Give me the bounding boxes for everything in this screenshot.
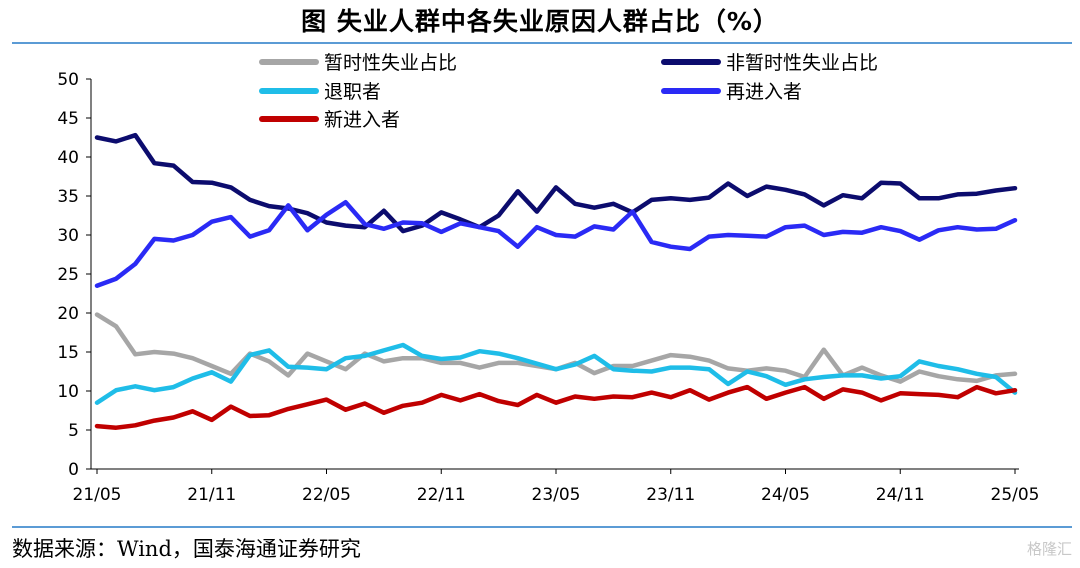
x-tick-label: 21/05 bbox=[73, 485, 122, 505]
series-line-0 bbox=[94, 312, 1018, 384]
y-tick-label: 5 bbox=[68, 421, 79, 441]
x-tick-label: 23/05 bbox=[532, 485, 581, 505]
x-tick-label: 24/11 bbox=[876, 485, 925, 505]
x-tick-label: 21/11 bbox=[187, 485, 236, 505]
y-axis-ticks: 0 5 10 15 20 25 30 35 40 45 50 bbox=[57, 70, 91, 480]
x-tick-label: 22/05 bbox=[302, 485, 351, 505]
x-tick-label: 23/11 bbox=[646, 485, 695, 505]
watermark-logo: 格隆汇 bbox=[1026, 540, 1072, 558]
chart-title: 图 失业人群中各失业原因人群占比（%） bbox=[301, 7, 779, 36]
legend-label: 非暂时性失业占比 bbox=[726, 52, 878, 74]
y-tick-label: 20 bbox=[57, 304, 79, 324]
chart-axes bbox=[90, 79, 1019, 470]
y-tick-label: 15 bbox=[57, 343, 79, 363]
title-divider bbox=[12, 42, 1072, 44]
series-line-3 bbox=[94, 199, 1018, 288]
source-divider bbox=[12, 526, 1072, 528]
chart-series-lines bbox=[94, 132, 1018, 430]
y-tick-label: 10 bbox=[57, 382, 79, 402]
y-tick-label: 25 bbox=[57, 265, 79, 285]
y-tick-label: 50 bbox=[57, 70, 79, 90]
series-line-4 bbox=[94, 384, 1018, 430]
y-tick-label: 30 bbox=[57, 226, 79, 246]
x-axis-ticks: 21/05 21/11 22/05 22/11 23/05 23/11 24/05 24/11… bbox=[73, 469, 1040, 505]
source-note: 数据来源：Wind，国泰海通证券研究 bbox=[12, 537, 361, 561]
y-tick-label: 40 bbox=[57, 148, 79, 168]
series-line-1 bbox=[94, 132, 1018, 234]
x-tick-label: 22/11 bbox=[417, 485, 466, 505]
legend-label: 新进入者 bbox=[324, 109, 400, 131]
legend-label: 再进入者 bbox=[726, 81, 802, 103]
y-tick-label: 0 bbox=[68, 460, 79, 480]
series-line-2 bbox=[94, 342, 1018, 405]
x-tick-label: 24/05 bbox=[761, 485, 810, 505]
y-tick-label: 45 bbox=[57, 109, 79, 129]
legend-label: 暂时性失业占比 bbox=[324, 52, 457, 74]
legend-label: 退职者 bbox=[324, 81, 381, 103]
line-chart: 0 5 10 15 20 25 30 35 40 45 50 21/05 21/11 22/05 22/1… bbox=[57, 52, 1040, 505]
x-tick-label: 25/05 bbox=[991, 485, 1040, 505]
y-tick-label: 35 bbox=[57, 187, 79, 207]
